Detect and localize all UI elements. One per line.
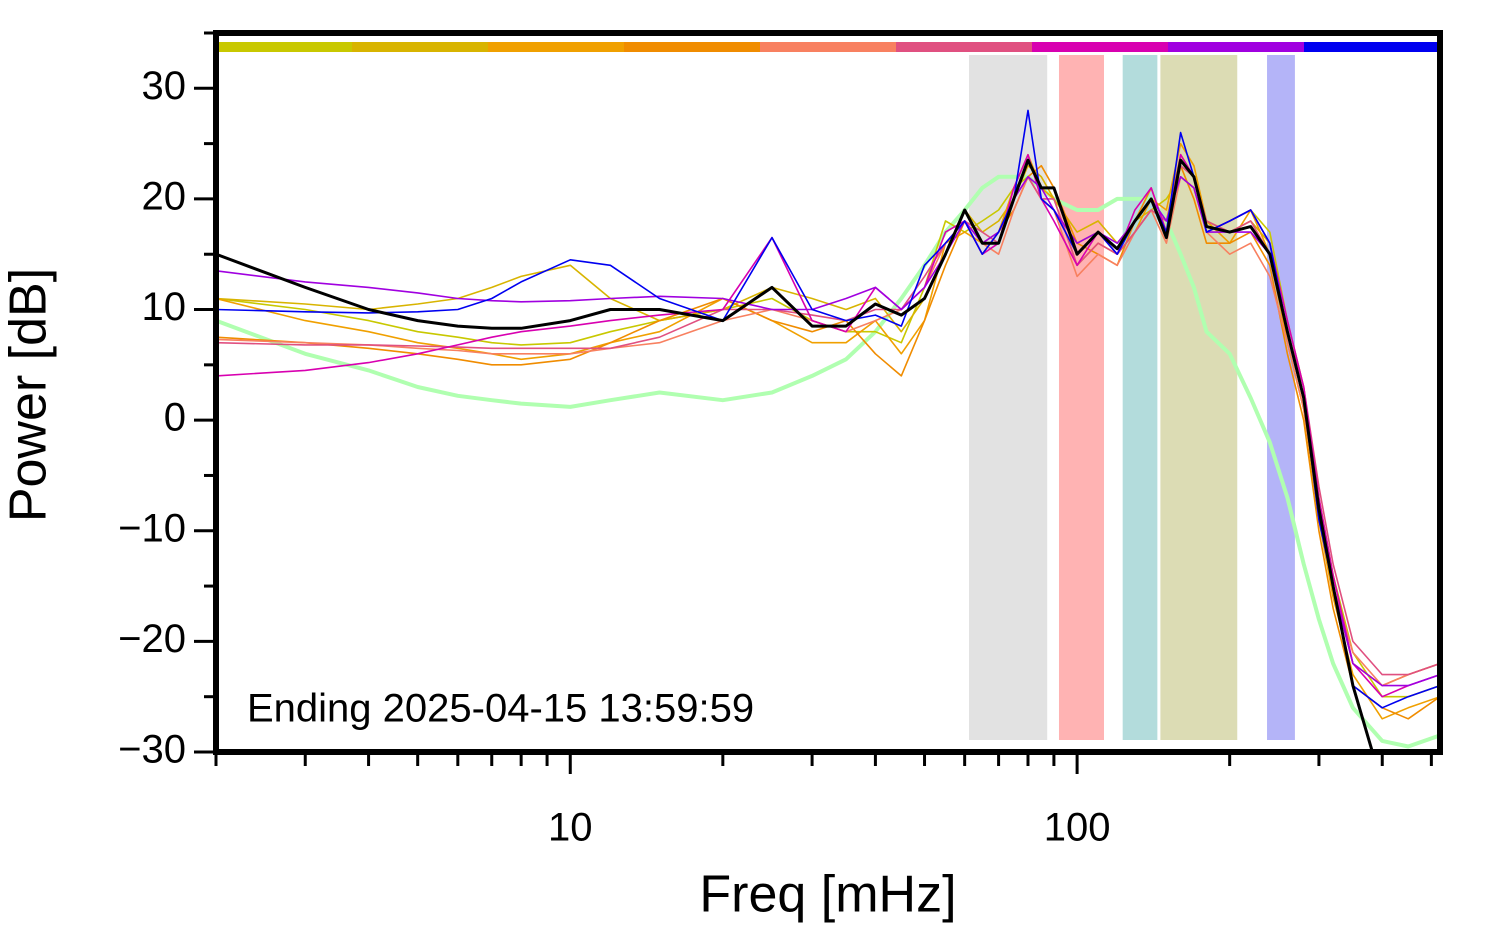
color-key	[352, 42, 489, 52]
series-line	[216, 176, 1440, 687]
x-axis-title: Freq [mHz]	[699, 866, 956, 924]
reference-line	[216, 174, 1440, 749]
series-line	[216, 176, 1440, 698]
color-key	[1032, 42, 1169, 52]
frequency-band	[1058, 55, 1105, 740]
y-tick-label: −10	[118, 506, 186, 550]
frequency-band	[1160, 55, 1238, 740]
frequency-band	[1122, 55, 1158, 740]
color-key	[896, 42, 1033, 52]
x-tick-label: 10	[548, 806, 593, 850]
plot-frame	[213, 30, 1443, 755]
y-axis-title: Power [dB]	[0, 268, 58, 522]
color-key	[1168, 42, 1305, 52]
color-key	[216, 42, 353, 52]
frequency-band	[1267, 55, 1295, 740]
color-key	[1304, 42, 1441, 52]
color-key	[488, 42, 625, 52]
plot-area	[216, 55, 1440, 752]
y-tick-label: −30	[118, 728, 186, 772]
mean-line	[216, 158, 1374, 752]
color-key	[624, 42, 761, 52]
x-tick-label: 100	[1044, 806, 1111, 850]
y-tick-label: −20	[118, 617, 186, 661]
y-tick-label: 10	[142, 285, 187, 329]
color-key	[760, 42, 897, 52]
y-tick-label: 20	[142, 174, 187, 218]
series-line	[216, 164, 1440, 720]
annotation: Ending 2025-04-15 13:59:59	[247, 687, 754, 731]
y-tick-label: 0	[164, 396, 186, 440]
y-tick-label: 30	[142, 64, 187, 108]
series-line	[216, 153, 1440, 698]
